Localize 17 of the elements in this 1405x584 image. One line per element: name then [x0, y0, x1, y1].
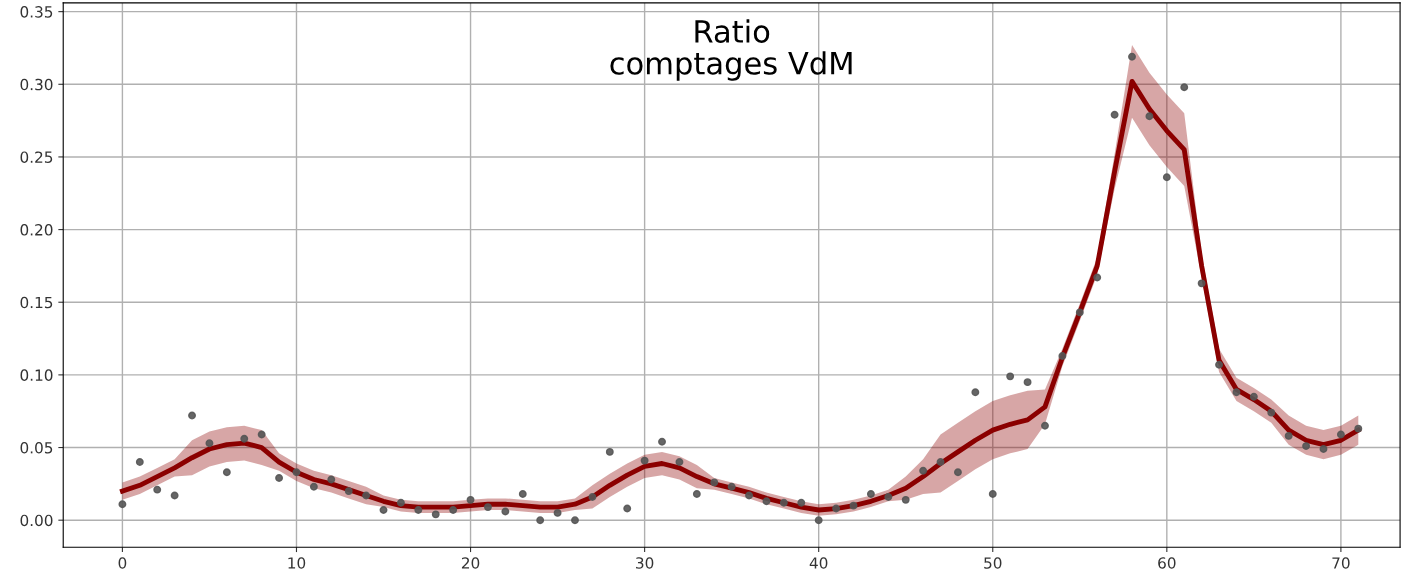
x-tick-label: 40: [809, 557, 828, 569]
x-tick-label: 20: [461, 557, 480, 569]
text: Ratio comptages VdM: [610, 19, 852, 81]
y-tick-label: 0.30: [20, 78, 53, 91]
x-tick-label: 70: [1332, 557, 1350, 569]
x-tick-label: 50: [984, 557, 1002, 569]
x-tick-label: 60: [1158, 557, 1176, 569]
y-tick-label: 0.05: [20, 442, 53, 454]
y-tick-label: 0.15: [20, 296, 53, 309]
y-tick-label: 0.25: [20, 151, 53, 163]
y-tick-label: 0.35: [20, 6, 53, 18]
x-tick-label: 0: [118, 557, 127, 569]
y-tick-label: 0.10: [20, 369, 53, 381]
x-tick-label: 30: [636, 557, 654, 569]
x-tick-label: 10: [288, 557, 306, 569]
y-tick-label: 0.20: [20, 224, 53, 236]
y-tick-label: 0.00: [20, 514, 53, 527]
